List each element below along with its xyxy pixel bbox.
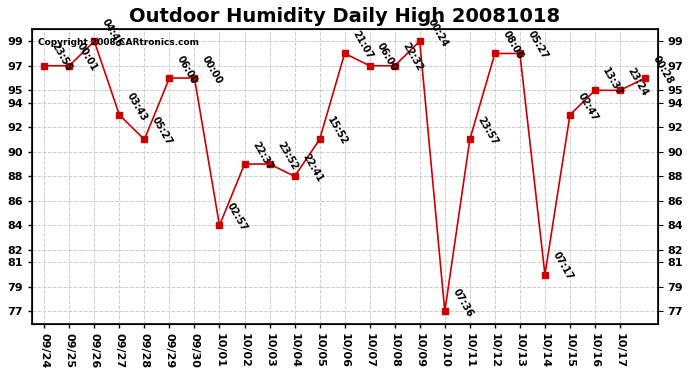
Text: 13:37: 13:37 (600, 66, 624, 98)
Title: Outdoor Humidity Daily High 20081018: Outdoor Humidity Daily High 20081018 (129, 7, 560, 26)
Text: 00:28: 00:28 (651, 54, 675, 86)
Text: 07:36: 07:36 (451, 287, 475, 319)
Text: 04:46: 04:46 (100, 17, 124, 49)
Text: 05:27: 05:27 (150, 115, 174, 147)
Text: 06:00: 06:00 (375, 42, 400, 73)
Text: 23:24: 23:24 (626, 66, 650, 98)
Text: 06:00: 06:00 (175, 54, 199, 86)
Text: Copyright 2008 CARtronics.com: Copyright 2008 CARtronics.com (38, 38, 199, 47)
Text: 03:43: 03:43 (125, 91, 149, 123)
Text: 00:00: 00:00 (200, 54, 224, 86)
Text: 15:52: 15:52 (325, 115, 349, 147)
Text: 08:06: 08:06 (500, 29, 524, 61)
Text: 22:37: 22:37 (250, 140, 274, 172)
Text: 05:27: 05:27 (526, 29, 550, 61)
Text: 23:57: 23:57 (475, 115, 500, 147)
Text: 23:55: 23:55 (50, 42, 74, 73)
Text: 00:01: 00:01 (75, 42, 99, 73)
Text: 02:57: 02:57 (225, 201, 249, 233)
Text: 21:07: 21:07 (351, 29, 375, 61)
Text: 22:41: 22:41 (300, 152, 324, 184)
Text: 23:52: 23:52 (275, 140, 299, 172)
Text: 07:17: 07:17 (551, 251, 575, 282)
Text: 22:32: 22:32 (400, 42, 424, 73)
Text: 02:47: 02:47 (575, 91, 600, 123)
Text: 00:24: 00:24 (425, 17, 449, 49)
